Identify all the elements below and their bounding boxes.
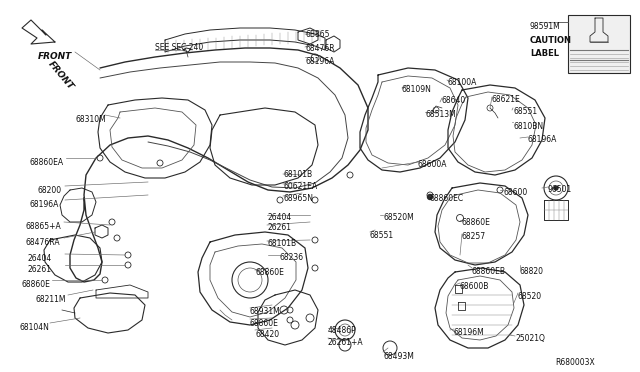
Text: 68860E: 68860E (22, 280, 51, 289)
Text: 68860EC: 68860EC (430, 194, 464, 203)
Text: CAUTION: CAUTION (530, 36, 572, 45)
Text: 68420: 68420 (255, 330, 279, 339)
Text: 68104N: 68104N (20, 323, 50, 332)
Text: 68860EA: 68860EA (30, 158, 64, 167)
Text: 68196A: 68196A (30, 200, 60, 209)
Text: 68310M: 68310M (75, 115, 106, 124)
Text: 68493M: 68493M (383, 352, 414, 361)
Bar (568, 15, 630, 73)
Text: 68865+A: 68865+A (25, 222, 61, 231)
Text: 25021Q: 25021Q (515, 334, 545, 343)
Text: 26261+A: 26261+A (328, 338, 364, 347)
Text: 68236: 68236 (280, 253, 304, 262)
Text: 98591M: 98591M (530, 22, 561, 31)
Text: 68965N: 68965N (283, 194, 313, 203)
Text: FRONT: FRONT (46, 60, 75, 92)
Text: 68520M: 68520M (383, 213, 413, 222)
Text: 68931M: 68931M (250, 307, 281, 316)
Text: 68860E: 68860E (255, 268, 284, 277)
Text: 68476RA: 68476RA (25, 238, 60, 247)
Text: 48486P: 48486P (328, 326, 356, 335)
Text: 26261: 26261 (267, 223, 291, 232)
Text: 68820: 68820 (520, 267, 544, 276)
Text: SEE SEC 240: SEE SEC 240 (155, 43, 204, 52)
Text: 68101B: 68101B (283, 170, 312, 179)
Text: 68860E: 68860E (250, 319, 279, 328)
Text: 68600: 68600 (503, 188, 527, 197)
Text: 68551: 68551 (370, 231, 394, 240)
Text: FRONT: FRONT (38, 52, 72, 61)
Text: 68600A: 68600A (418, 160, 447, 169)
Text: 68860E: 68860E (462, 218, 491, 227)
Text: 68520: 68520 (518, 292, 542, 301)
Circle shape (554, 186, 558, 190)
Text: 68860EB: 68860EB (472, 267, 506, 276)
Text: 96501: 96501 (548, 185, 572, 194)
Text: 26404: 26404 (267, 213, 291, 222)
Text: 68200: 68200 (38, 186, 62, 195)
Text: 68640: 68640 (442, 96, 467, 105)
Text: 68621E: 68621E (492, 95, 521, 104)
Text: 68100A: 68100A (447, 78, 476, 87)
Text: 68600B: 68600B (460, 282, 490, 291)
Text: LABEL: LABEL (530, 49, 559, 58)
Text: 68211M: 68211M (35, 295, 65, 304)
Circle shape (428, 195, 433, 199)
Text: 68476R: 68476R (305, 44, 335, 53)
Text: 68257: 68257 (462, 232, 486, 241)
Text: 68551: 68551 (513, 107, 537, 116)
Text: 68196A: 68196A (528, 135, 557, 144)
Text: 6810BN: 6810BN (513, 122, 543, 131)
Text: 68196A: 68196A (305, 57, 334, 66)
Text: 60621EA: 60621EA (283, 182, 317, 191)
Text: 26261: 26261 (28, 265, 52, 274)
Text: 68101B: 68101B (267, 239, 296, 248)
Text: R680003X: R680003X (555, 358, 595, 367)
Text: 26404: 26404 (28, 254, 52, 263)
Text: 6B865: 6B865 (305, 30, 330, 39)
Text: 68109N: 68109N (402, 85, 432, 94)
Text: 68513M: 68513M (425, 110, 456, 119)
Text: 68196M: 68196M (454, 328, 484, 337)
